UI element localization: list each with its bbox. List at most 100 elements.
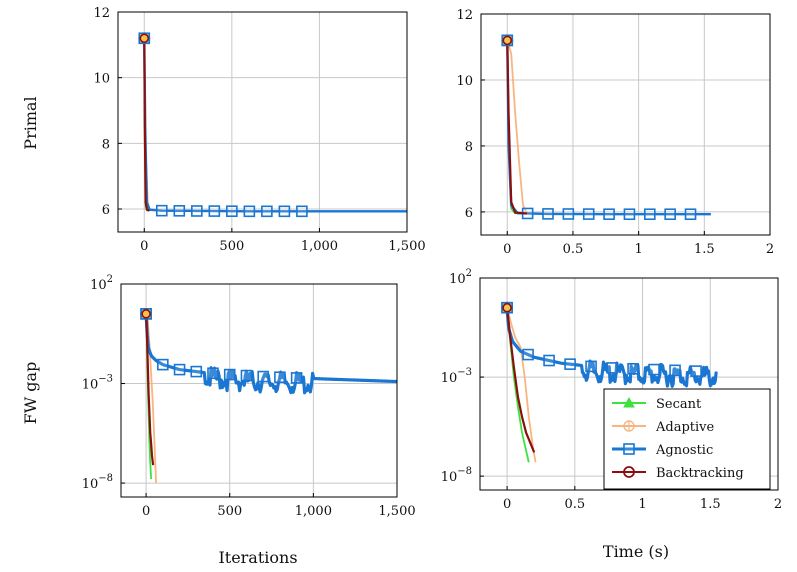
- x-tick-label-top-right-2: 1: [634, 242, 642, 257]
- x-axis-label-iterations: Iterations: [218, 548, 297, 567]
- x-tick-label-top-right-1: 0.5: [563, 242, 584, 257]
- plot-frame-bottom-left: [120, 283, 398, 498]
- marker-agnostic-bottom-left-8: [274, 371, 286, 384]
- x-tick-label-bottom-right-1: 0.5: [564, 497, 585, 512]
- series-line-backtracking-bottom-left: [144, 313, 155, 466]
- plot-frame-top-right: [480, 13, 771, 236]
- y-tick-label-top-left-2: 10: [93, 72, 110, 87]
- panel-bottom-right: 0 0.5 1 1.5 2 10−8 10−3 102: [441, 268, 782, 512]
- marker-agnostic-bottom-left-6: [240, 369, 253, 382]
- x-tick-label-bottom-left-3: 1,500: [378, 504, 415, 519]
- y-tick-label-top-right-2: 10: [456, 74, 473, 89]
- x-tick-label-bottom-right-3: 1.5: [700, 497, 721, 512]
- marker-agnostic-bottom-right-4: [585, 360, 597, 373]
- series-line-agnostic-bottom-right: [505, 307, 718, 388]
- y-tick-label-bottom-right-0: 10−8: [441, 466, 472, 485]
- x-tick-label-top-right-3: 1.5: [694, 242, 715, 257]
- series-line-adaptive-top-right: [506, 40, 528, 214]
- series-line-agnostic-top-left: [143, 38, 407, 213]
- series-line-backtracking-top-right: [506, 40, 528, 215]
- marker-agnostic-top-left-9: [296, 205, 308, 218]
- series-line-backtracking-bottom-right: [505, 307, 536, 453]
- legend: Secant Adaptive Agnostic Backtracking: [603, 388, 771, 490]
- panel-bottom-left: 0 500 1,000 1,500 10−8 10−3 102: [82, 274, 416, 519]
- y-tick-label-top-right-3: 12: [456, 8, 473, 23]
- marker-agnostic-top-right-2: [542, 208, 554, 220]
- series-line-agnostic-bottom-left: [144, 313, 397, 395]
- x-tick-label-bottom-left-2: 1,000: [295, 504, 332, 519]
- x-tick-label-bottom-left-1: 500: [217, 504, 242, 519]
- y-tick-label-bottom-left-1: 10−3: [82, 374, 113, 393]
- marker-agnostic-bottom-left-5: [223, 368, 236, 381]
- x-axis-label-time: Time (s): [603, 542, 669, 561]
- marker-agnostic-top-left-1: [155, 204, 168, 217]
- y-tick-label-top-right-1: 8: [465, 140, 473, 155]
- marker-agnostic-top-left-2: [173, 205, 186, 217]
- marker-agnostic-top-right-5: [603, 208, 615, 221]
- x-tick-label-top-left-2: 1,000: [301, 239, 338, 254]
- marker-agnostic-bottom-right-8: [669, 364, 681, 377]
- y-tick-label-bottom-right-1: 10−3: [441, 367, 472, 386]
- plot-frame-top-left: [117, 11, 408, 233]
- marker-agnostic-bottom-left-4: [207, 367, 219, 380]
- legend-label-adaptive: Adaptive: [655, 420, 715, 435]
- legend-marker-agnostic: [623, 443, 635, 455]
- marker-agnostic-top-left-3: [191, 205, 203, 217]
- marker-agnostic-top-right-6: [623, 208, 636, 221]
- y-axis-label-fw-gap: FW gap: [21, 362, 40, 425]
- y-tick-label-top-left-0: 6: [102, 203, 110, 218]
- marker-agnostic-top-right-3: [562, 208, 575, 220]
- marker-agnostic-top-left-4: [208, 205, 221, 217]
- marker-agnostic-top-right-7: [644, 208, 656, 221]
- series-line-agnostic-top-right: [506, 40, 711, 216]
- marker-agnostic-bottom-right-5: [606, 362, 618, 374]
- marker-agnostic-bottom-right-1: [522, 348, 534, 361]
- marker-agnostic-bottom-left-3: [190, 365, 203, 378]
- x-tick-label-bottom-right-0: 0: [503, 497, 511, 512]
- marker-agnostic-bottom-right-7: [648, 363, 660, 376]
- marker-agnostic-top-left-7: [261, 205, 273, 218]
- marker-agnostic-bottom-right-6: [627, 362, 639, 375]
- marker-agnostic-top-right-4: [582, 208, 595, 220]
- panel-top-right: 0 0.5 1 1.5 2 6 8 10 12: [456, 8, 774, 257]
- marker-agnostic-bottom-left-2: [173, 363, 186, 376]
- x-tick-label-top-right-4: 2: [766, 242, 774, 257]
- marker-agnostic-top-right-9: [684, 208, 697, 221]
- legend-marker-secant: [623, 396, 635, 408]
- marker-agnostic-bottom-left-7: [257, 370, 269, 383]
- legend-marker-backtracking: [623, 466, 635, 478]
- x-tick-label-bottom-right-4: 2: [774, 497, 782, 512]
- legend-label-backtracking: Backtracking: [656, 466, 744, 481]
- x-tick-label-top-left-0: 0: [140, 239, 148, 254]
- y-axis-label-primal: Primal: [21, 96, 40, 149]
- marker-agnostic-top-left-6: [243, 205, 256, 218]
- legend-entry-adaptive: Adaptive: [612, 420, 715, 435]
- y-tick-label-bottom-left-0: 10−8: [82, 473, 113, 492]
- legend-entry-backtracking: Backtracking: [612, 466, 744, 481]
- x-tick-label-top-right-0: 0: [503, 242, 511, 257]
- legend-label-secant: Secant: [656, 397, 702, 412]
- marker-agnostic-bottom-right-9: [690, 365, 702, 377]
- x-tick-label-top-left-1: 500: [219, 239, 244, 254]
- legend-marker-adaptive: [623, 420, 635, 432]
- y-tick-label-bottom-right-2: 102: [449, 268, 472, 287]
- x-tick-label-bottom-left-0: 0: [142, 504, 150, 519]
- marker-agnostic-bottom-right-2: [543, 354, 555, 367]
- plot-frame-bottom-right: [479, 277, 779, 491]
- y-tick-label-top-right-0: 6: [465, 206, 473, 221]
- series-line-backtracking-top-left: [143, 38, 150, 212]
- marker-agnostic-bottom-left-1: [157, 358, 169, 371]
- legend-entry-agnostic: Agnostic: [612, 443, 713, 458]
- marker-agnostic-top-right-8: [664, 208, 676, 221]
- y-tick-label-top-left-3: 12: [93, 6, 110, 21]
- marker-agnostic-top-left-8: [278, 205, 291, 218]
- marker-agnostic-top-left-5: [226, 205, 238, 218]
- x-tick-label-bottom-right-2: 1: [638, 497, 646, 512]
- legend-entry-secant: Secant: [612, 396, 702, 412]
- y-tick-label-top-left-1: 8: [102, 137, 110, 152]
- y-tick-label-bottom-left-2: 102: [90, 274, 113, 293]
- marker-agnostic-bottom-left-9: [290, 372, 303, 384]
- series-line-adaptive-bottom-right: [506, 307, 537, 463]
- panel-top-left: 0 500 1,000 1,500 6 8 10 12: [93, 6, 425, 254]
